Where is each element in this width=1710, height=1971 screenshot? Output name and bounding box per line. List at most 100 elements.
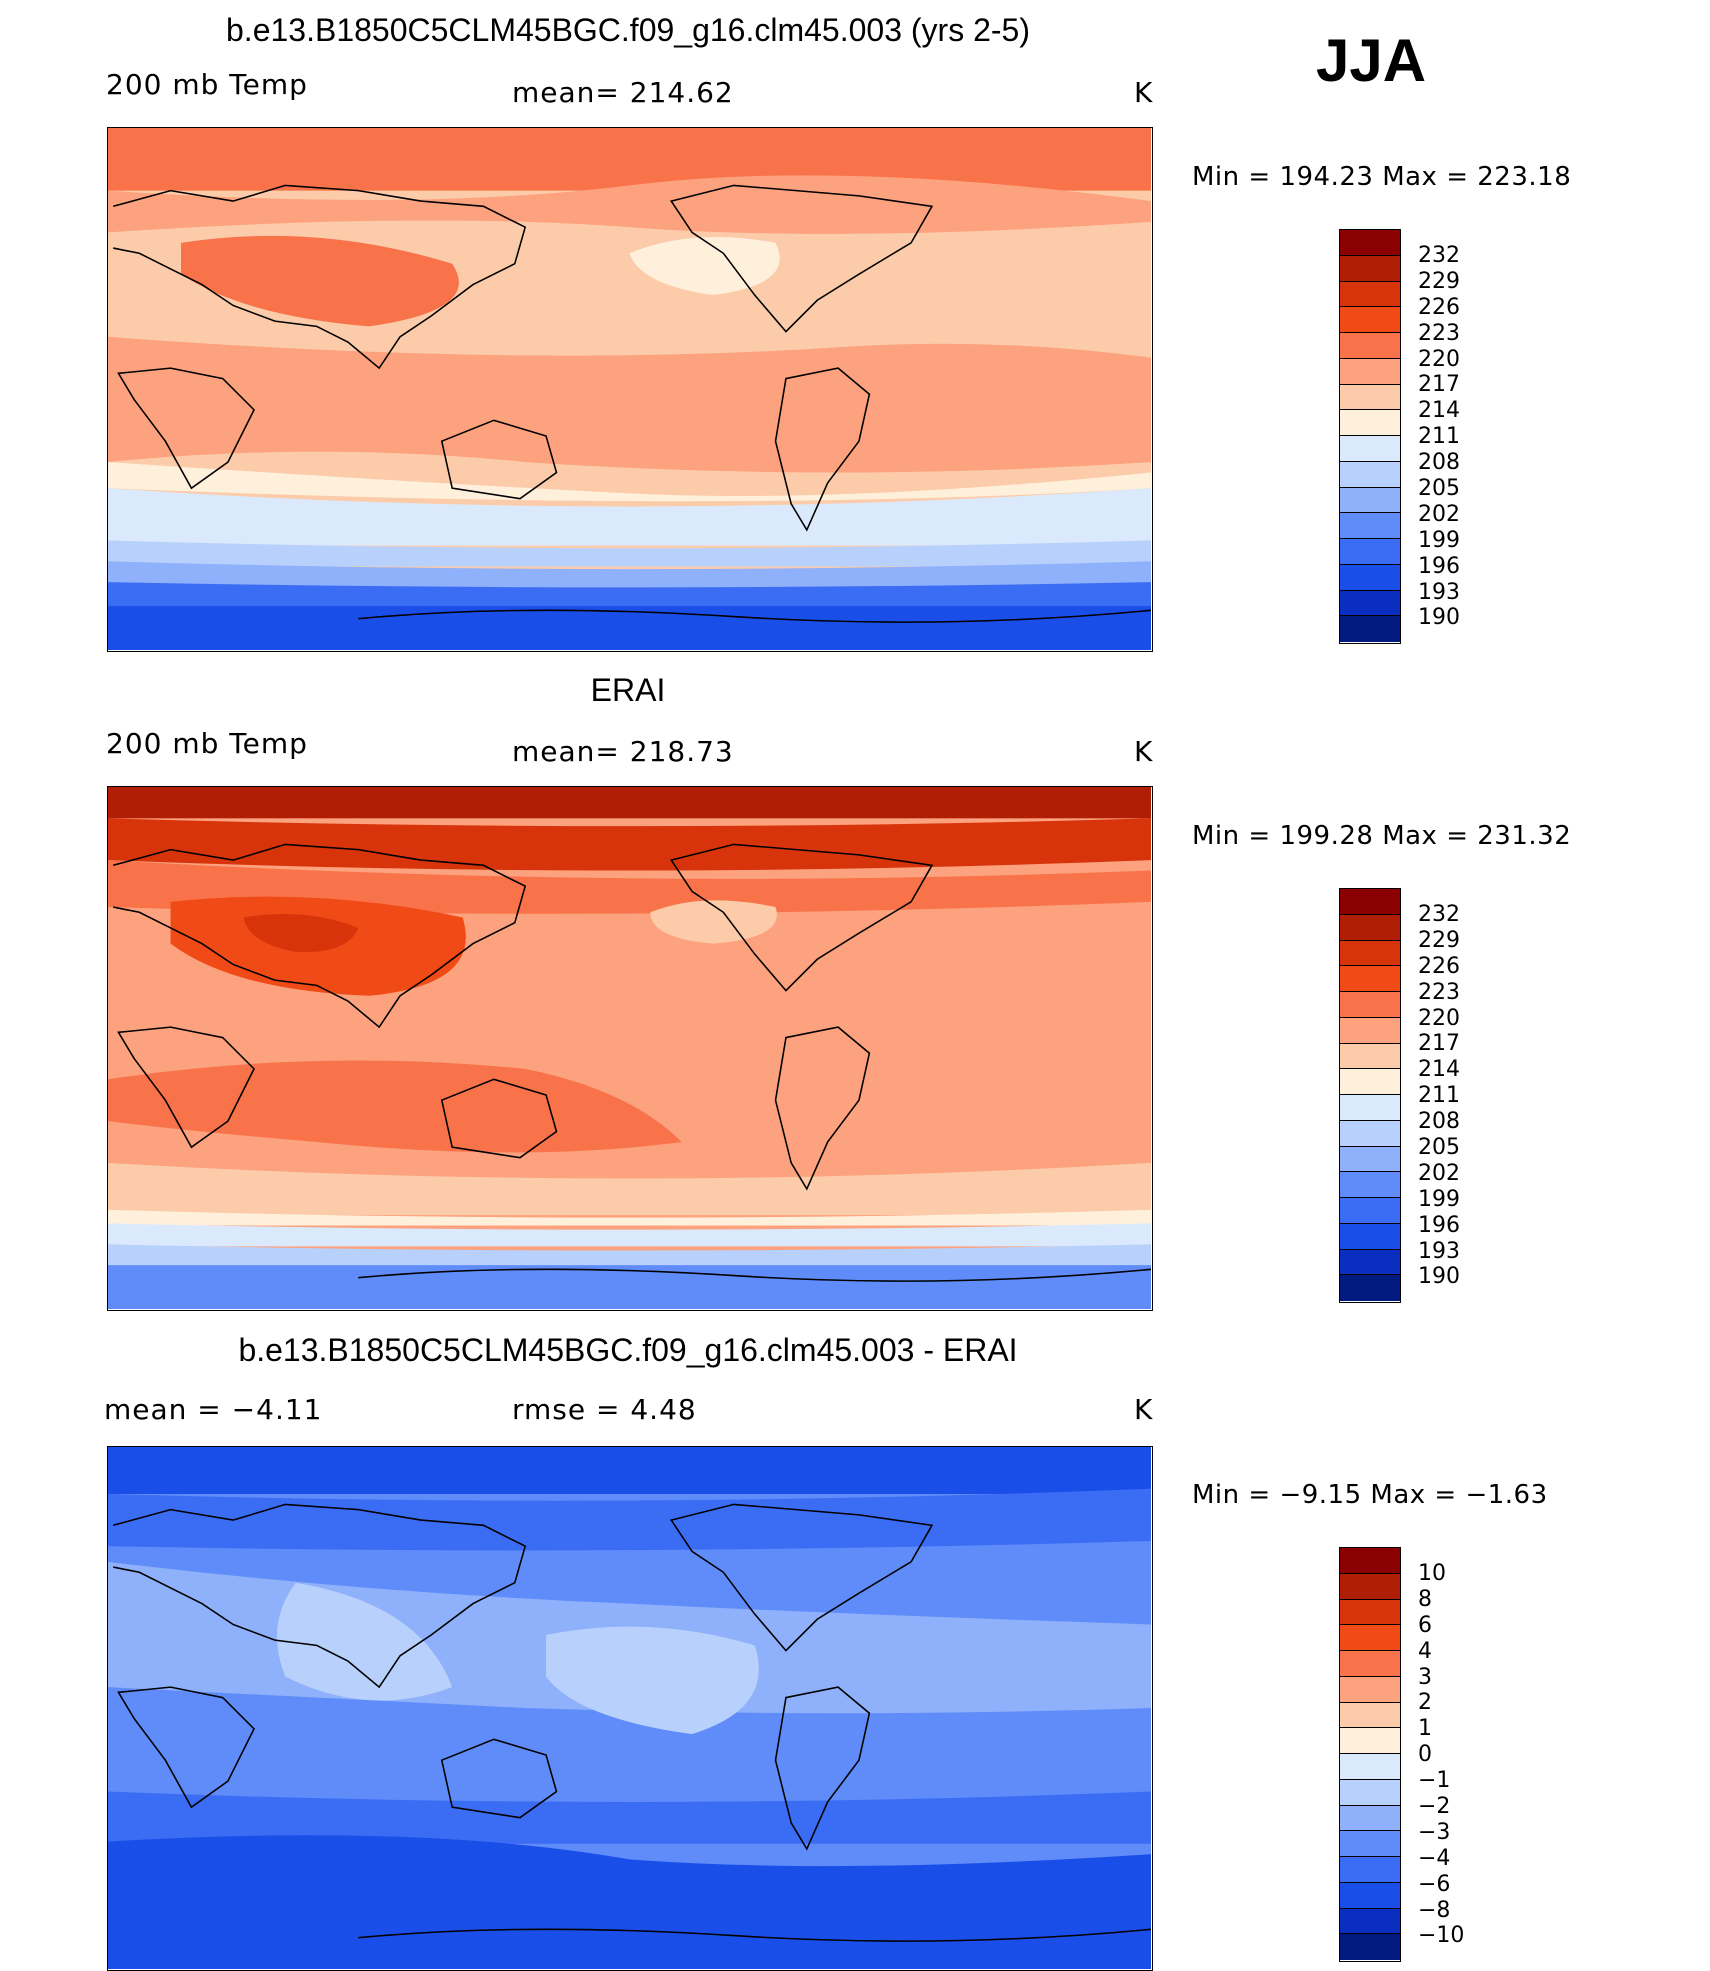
colorbar-tick: 193 — [1418, 1238, 1460, 1264]
colorbar-tick: 211 — [1418, 1083, 1460, 1109]
panel-diff-title: b.e13.B1850C5CLM45BGC.f09_g16.clm45.003 … — [238, 1332, 1018, 1368]
colorbar-swatch — [1340, 513, 1400, 539]
colorbar-tick: −3 — [1418, 1819, 1451, 1845]
model-band-tropics — [108, 336, 1151, 473]
colorbar-tick: −6 — [1418, 1871, 1451, 1897]
model-coast-africa — [117, 367, 255, 490]
colorbar-swatch — [1340, 1651, 1400, 1677]
colorbar-swatch — [1340, 1908, 1400, 1935]
diff-band-south-2 — [108, 1835, 1151, 1969]
colorbar-swatch — [1340, 992, 1400, 1018]
colorbar-swatch — [1340, 1573, 1400, 1600]
colorbar-tick: 214 — [1418, 398, 1460, 424]
obs-coast-australia — [440, 1078, 558, 1159]
panel-model-colorbar-ticks: 232 229 226 223 220 217 214 211 208 205 … — [1418, 243, 1498, 631]
colorbar-swatch — [1340, 1934, 1400, 1960]
obs-band-north — [108, 818, 1151, 871]
model-band-south-2 — [108, 540, 1151, 567]
colorbar-swatch — [1340, 1069, 1400, 1095]
panel-model-minmax: Min = 194.23 Max = 223.18 — [1192, 162, 1572, 192]
panel-obs-title: ERAI — [590, 672, 666, 708]
colorbar-tick: 226 — [1418, 953, 1460, 979]
model-band-south-4 — [108, 582, 1151, 609]
colorbar-swatch — [1340, 1249, 1400, 1276]
panel-obs-minmax: Min = 199.28 Max = 231.32 — [1192, 821, 1572, 851]
colorbar-tick: 229 — [1418, 927, 1460, 953]
model-coast-eurasia — [113, 184, 527, 370]
colorbar-tick: 196 — [1418, 1212, 1460, 1238]
colorbar-tick: 2 — [1418, 1690, 1432, 1716]
colorbar-swatch — [1340, 1146, 1400, 1173]
panel-diff-minmax: Min = −9.15 Max = −1.63 — [1192, 1480, 1548, 1510]
obs-coast-south-america — [774, 1026, 871, 1191]
panel-diff-mean-label: mean = −4.11 — [104, 1393, 323, 1426]
colorbar-tick: 223 — [1418, 320, 1460, 346]
colorbar-swatch — [1340, 1857, 1400, 1883]
colorbar-swatch — [1340, 1831, 1400, 1857]
colorbar-swatch — [1340, 1548, 1400, 1574]
obs-band-arctic — [108, 787, 1151, 819]
colorbar-tick: 0 — [1418, 1742, 1432, 1768]
colorbar-tick: 4 — [1418, 1638, 1432, 1664]
colorbar-swatch — [1340, 436, 1400, 462]
obs-coast-antarctica — [358, 1268, 1152, 1282]
panel-diff-colorbar — [1339, 1547, 1401, 1962]
model-coast-south-america — [774, 367, 871, 532]
colorbar-swatch — [1340, 1120, 1400, 1147]
panel-obs-variable-label: 200 mb Temp — [106, 727, 308, 760]
colorbar-tick: 6 — [1418, 1612, 1432, 1638]
colorbar-tick: 190 — [1418, 1264, 1460, 1290]
colorbar-tick: 205 — [1418, 476, 1460, 502]
diff-blob-indian — [276, 1582, 453, 1701]
obs-blob-tibet — [243, 914, 359, 953]
colorbar-swatch — [1340, 307, 1400, 333]
colorbar-swatch — [1340, 1223, 1400, 1250]
colorbar-swatch — [1340, 616, 1400, 642]
colorbar-tick: 199 — [1418, 527, 1460, 553]
colorbar-swatch — [1340, 255, 1400, 282]
colorbar-tick: −8 — [1418, 1897, 1451, 1923]
obs-band-south-3 — [108, 1223, 1151, 1247]
panel-obs-mean-label: mean= 218.73 — [512, 735, 734, 768]
colorbar-tick: 8 — [1418, 1586, 1432, 1612]
colorbar-swatch — [1340, 1017, 1400, 1044]
model-blob-pacific — [629, 236, 780, 296]
diff-band-south-1 — [108, 1791, 1151, 1844]
colorbar-swatch — [1340, 1728, 1400, 1754]
colorbar-tick: 10 — [1418, 1561, 1446, 1586]
colorbar-tick: 211 — [1418, 424, 1460, 450]
colorbar-swatch — [1340, 1172, 1400, 1198]
obs-blob-pacific — [650, 900, 777, 944]
panel-obs-units: K — [1134, 735, 1154, 768]
obs-band-antarctic — [108, 1265, 1151, 1309]
colorbar-swatch — [1340, 564, 1400, 591]
panel-model-map-svg — [108, 128, 1152, 650]
colorbar-swatch — [1340, 1625, 1400, 1651]
colorbar-swatch — [1340, 1702, 1400, 1729]
model-band-north-mid — [108, 175, 1151, 234]
colorbar-tick: −10 — [1418, 1923, 1465, 1949]
colorbar-swatch — [1340, 966, 1400, 992]
colorbar-tick: 3 — [1418, 1664, 1432, 1690]
colorbar-swatch — [1340, 461, 1400, 488]
colorbar-swatch — [1340, 1198, 1400, 1224]
colorbar-tick: 208 — [1418, 450, 1460, 476]
colorbar-tick: 208 — [1418, 1109, 1460, 1135]
diff-band-arctic — [108, 1447, 1151, 1494]
colorbar-swatch — [1340, 1805, 1400, 1832]
colorbar-swatch — [1340, 889, 1400, 915]
colorbar-swatch — [1340, 914, 1400, 941]
colorbar-swatch — [1340, 1754, 1400, 1780]
colorbar-tick: 232 — [1418, 902, 1460, 927]
colorbar-swatch — [1340, 333, 1400, 359]
diff-coast-antarctica — [358, 1928, 1152, 1942]
model-band-south-3 — [108, 561, 1151, 588]
panel-model-mean-label: mean= 214.62 — [512, 76, 734, 109]
model-blob-asia — [181, 235, 459, 327]
model-band-south-1 — [108, 488, 1151, 546]
panel-obs-colorbar — [1339, 888, 1401, 1303]
panel-model-title: b.e13.B1850C5CLM45BGC.f09_g16.clm45.003 … — [226, 12, 1030, 48]
panel-diff-map — [107, 1446, 1153, 1971]
obs-band-north-mid — [108, 860, 1151, 914]
colorbar-swatch — [1340, 384, 1400, 411]
